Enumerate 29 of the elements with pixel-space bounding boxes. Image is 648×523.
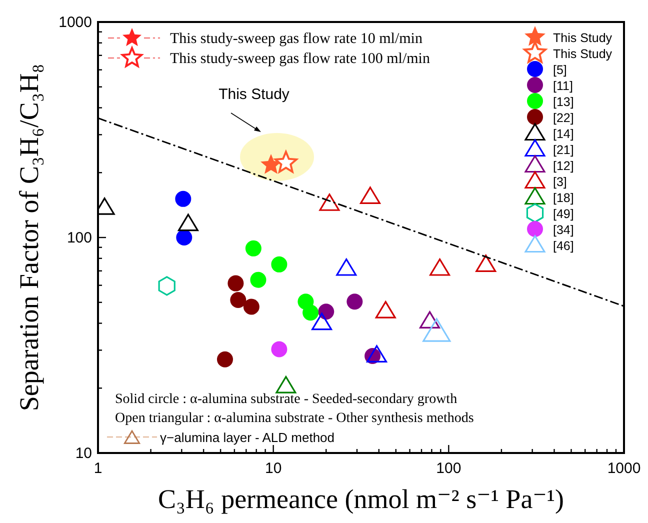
annotation: This study-sweep gas flow rate 10 ml/min — [170, 31, 423, 47]
annotation: γ−alumina layer - ALD method — [160, 430, 335, 445]
legend-label: [12] — [553, 159, 574, 173]
x-axis-title: C₃H₆ permeance (nmol m⁻² s⁻¹ Pa⁻¹) — [158, 484, 564, 514]
x-tick-label: 10 — [264, 460, 282, 477]
x-tick-label: 100 — [436, 460, 462, 477]
annotation: Solid circle : α-alumina substrate - Seeded-secondary growth — [115, 392, 458, 407]
x-tick-label: 1000 — [607, 460, 641, 477]
legend-label: [46] — [553, 239, 574, 253]
annotation: This Study — [218, 86, 290, 103]
y-tick-label: 1000 — [58, 14, 92, 31]
legend-label: [3] — [553, 175, 567, 189]
legend-label: [14] — [553, 127, 574, 141]
legend-label: [13] — [553, 95, 574, 109]
legend-label: [11] — [553, 79, 573, 93]
annotation: This study-sweep gas flow rate 100 ml/min — [170, 51, 430, 67]
legend-label: This Study — [553, 47, 613, 61]
legend-label: [22] — [553, 111, 574, 125]
legend-label: [18] — [553, 191, 574, 205]
legend-label: [34] — [553, 223, 574, 237]
legend-label: This Study — [553, 31, 613, 45]
x-tick-label: 1 — [94, 460, 102, 477]
y-axis-title: Separation Factor of C₃H₆/C₃H₈ — [14, 64, 44, 412]
y-tick-label: 100 — [66, 230, 92, 246]
legend-label: [49] — [553, 207, 574, 221]
legend-label: [5] — [553, 63, 567, 77]
legend-label: [21] — [553, 143, 574, 157]
y-tick-label: 10 — [75, 445, 92, 462]
annotation: Open triangular : α-alumina substrate - Other synthesis methods — [115, 411, 474, 426]
